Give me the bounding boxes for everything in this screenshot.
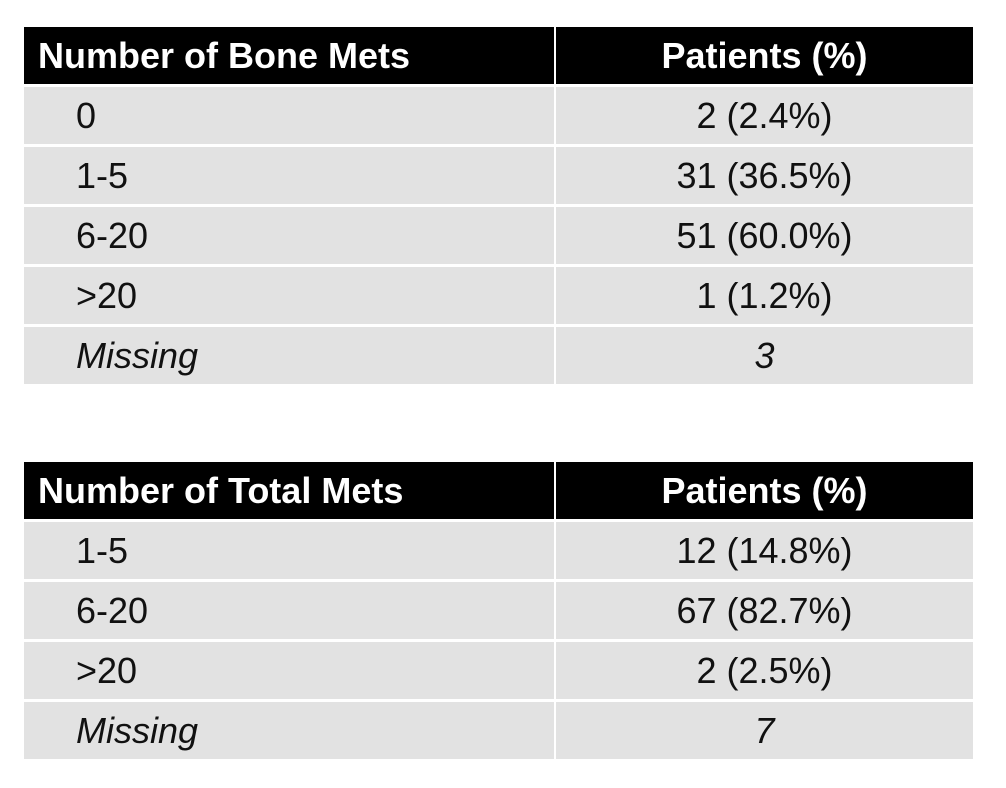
- row-label: 1-5: [24, 519, 556, 579]
- row-value: 12 (14.8%): [556, 519, 973, 579]
- table-row: >20 2 (2.5%): [24, 639, 973, 699]
- row-label: 6-20: [24, 204, 556, 264]
- total-mets-table: Number of Total Mets Patients (%) 1-5 12…: [24, 462, 973, 759]
- row-label: 0: [24, 84, 556, 144]
- header-category: Number of Bone Mets: [24, 27, 556, 84]
- header-patients: Patients (%): [556, 462, 973, 519]
- row-value: 1 (1.2%): [556, 264, 973, 324]
- row-value: 51 (60.0%): [556, 204, 973, 264]
- row-value: 67 (82.7%): [556, 579, 973, 639]
- row-value: 3: [556, 324, 973, 384]
- table-header-row: Number of Total Mets Patients (%): [24, 462, 973, 519]
- table-row-missing: Missing 7: [24, 699, 973, 759]
- row-label: >20: [24, 264, 556, 324]
- table-row: 1-5 12 (14.8%): [24, 519, 973, 579]
- row-value: 2 (2.4%): [556, 84, 973, 144]
- row-label: >20: [24, 639, 556, 699]
- row-label: Missing: [24, 324, 556, 384]
- table-row: 6-20 51 (60.0%): [24, 204, 973, 264]
- table-header-row: Number of Bone Mets Patients (%): [24, 27, 973, 84]
- table-row: 6-20 67 (82.7%): [24, 579, 973, 639]
- row-value: 2 (2.5%): [556, 639, 973, 699]
- row-value: 7: [556, 699, 973, 759]
- row-value: 31 (36.5%): [556, 144, 973, 204]
- row-label: Missing: [24, 699, 556, 759]
- table-row: 1-5 31 (36.5%): [24, 144, 973, 204]
- table-row: >20 1 (1.2%): [24, 264, 973, 324]
- table-row: 0 2 (2.4%): [24, 84, 973, 144]
- header-patients: Patients (%): [556, 27, 973, 84]
- row-label: 6-20: [24, 579, 556, 639]
- bone-mets-table: Number of Bone Mets Patients (%) 0 2 (2.…: [24, 27, 973, 384]
- header-category: Number of Total Mets: [24, 462, 556, 519]
- table-row-missing: Missing 3: [24, 324, 973, 384]
- row-label: 1-5: [24, 144, 556, 204]
